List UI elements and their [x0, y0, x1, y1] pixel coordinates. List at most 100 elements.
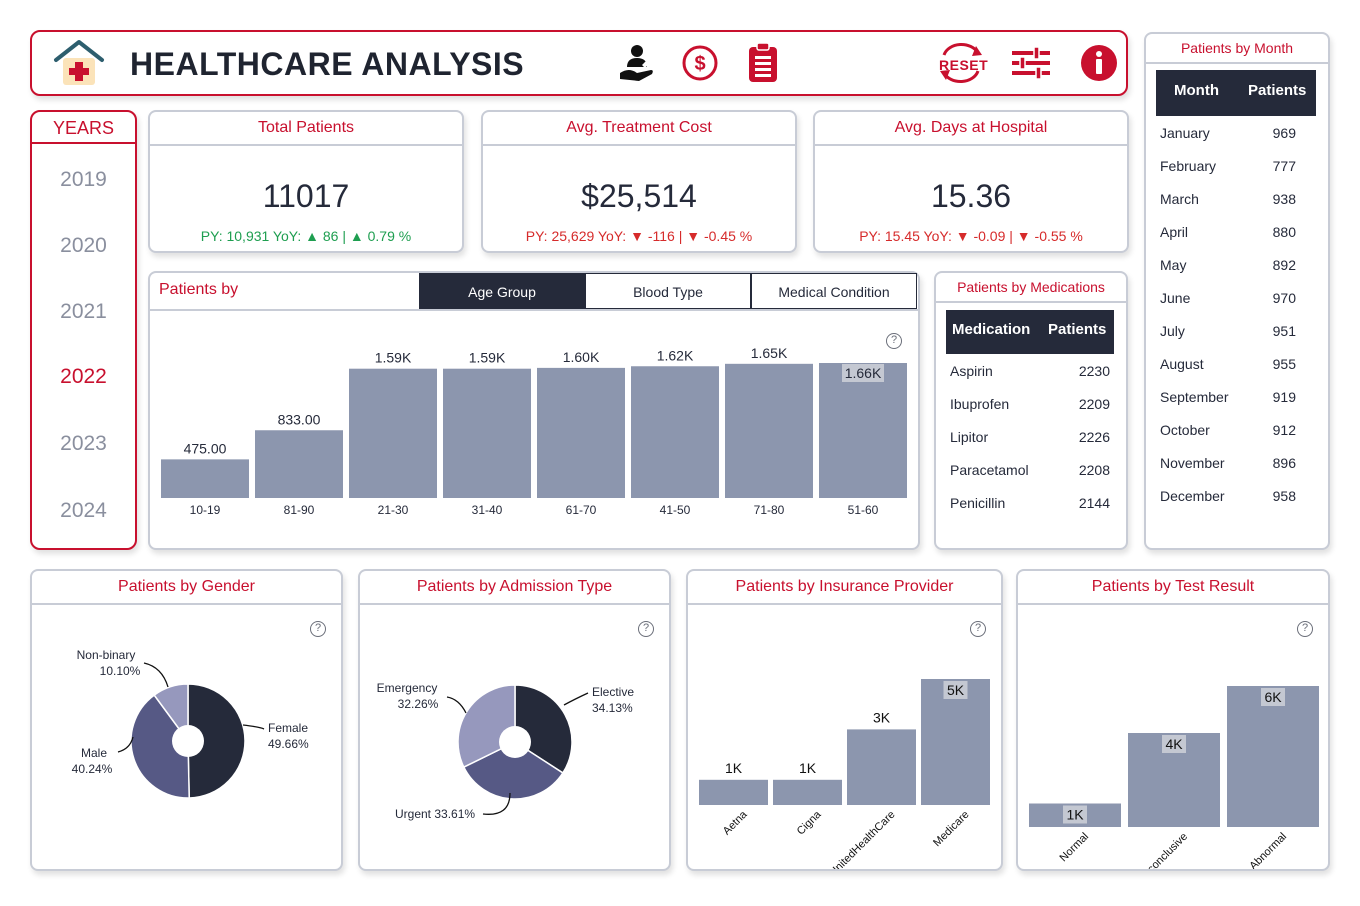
bar-41-50[interactable]	[631, 366, 719, 498]
medication-row-name[interactable]: Lipitor	[950, 429, 989, 445]
bar-value-label: 1.59K	[375, 350, 412, 366]
help-icon[interactable]: ?	[970, 621, 986, 637]
patient-care-icon[interactable]	[616, 42, 658, 84]
bar-UnitedHealthCare[interactable]	[847, 729, 916, 805]
medication-row-name[interactable]: Paracetamol	[950, 462, 1029, 478]
info-icon[interactable]	[1078, 42, 1120, 84]
medication-row-value: 2226	[1078, 429, 1110, 445]
month-row-name[interactable]: September	[1160, 389, 1229, 405]
month-row-value: 969	[1272, 125, 1296, 141]
insurance-title: Patients by Insurance Provider	[688, 571, 1001, 605]
help-icon[interactable]: ?	[310, 621, 326, 637]
bar-61-70[interactable]	[537, 367, 625, 498]
bar-Medicare[interactable]	[921, 679, 990, 805]
bar-value-label: 4K	[1165, 736, 1183, 752]
filter-sliders-icon[interactable]	[1010, 42, 1052, 84]
medication-row-value: 2230	[1078, 363, 1110, 379]
dollar-icon[interactable]: $	[679, 42, 721, 84]
month-row-value: 880	[1272, 224, 1296, 240]
slice-name-label: Emergency	[377, 681, 438, 695]
bar-Abnormal[interactable]	[1227, 686, 1319, 827]
month-row-name[interactable]: June	[1160, 290, 1191, 306]
month-row-name[interactable]: November	[1160, 455, 1225, 471]
slice-male[interactable]	[130, 694, 190, 799]
slice-value-label: 40.24%	[72, 762, 113, 776]
x-tick-label: 10-19	[190, 503, 221, 517]
year-2024[interactable]: 2024	[60, 499, 107, 522]
medication-row-value: 2209	[1078, 396, 1110, 412]
bar-21-30[interactable]	[349, 368, 437, 498]
month-row-name[interactable]: July	[1160, 323, 1185, 339]
bar-value-label: 1K	[799, 760, 817, 776]
month-row-name[interactable]: February	[1160, 158, 1217, 174]
admission-donut-chart: Elective 34.13% Urgent 33.61% Emergency 32.2…	[377, 681, 635, 821]
kpi-yoy: PY: 15.45 YoY: ▼ -0.09 | ▼ -0.55 %	[859, 228, 1083, 244]
bar-10-19[interactable]	[161, 459, 249, 498]
year-2022[interactable]: 2022	[60, 365, 107, 388]
kpi-title: Avg. Treatment Cost	[483, 112, 795, 146]
bar-label-bg	[1261, 688, 1285, 706]
month-row-name[interactable]: December	[1160, 488, 1225, 504]
bar-Cigna[interactable]	[773, 779, 842, 805]
gender-donut-chart: Female 49.66% Male 40.24% Non-binary 10.10%	[72, 648, 309, 799]
month-row-value: 951	[1272, 323, 1296, 339]
year-2021[interactable]: 2021	[60, 300, 107, 323]
tab-age-group[interactable]: Age Group	[419, 273, 585, 309]
month-row-name[interactable]: May	[1160, 257, 1187, 273]
month-row-name[interactable]: April	[1160, 224, 1189, 240]
x-tick-label: Abnormal	[1247, 831, 1289, 869]
slice-name-label: Female	[268, 721, 308, 735]
bar-31-40[interactable]	[443, 368, 531, 498]
leader-line	[482, 792, 511, 815]
month-row-value: 896	[1272, 455, 1296, 471]
bar-71-80[interactable]	[725, 363, 813, 498]
leader-line	[563, 692, 589, 706]
bar-51-60[interactable]	[819, 363, 907, 498]
month-row-name[interactable]: October	[1160, 422, 1210, 438]
x-tick-label: Aetna	[721, 808, 750, 837]
bar-value-label: 1.62K	[657, 347, 694, 363]
bar-value-label: 475.00	[184, 440, 227, 456]
bar-81-90[interactable]	[255, 430, 343, 498]
leader-line	[117, 736, 134, 753]
age-group-bar-chart: 475.00 10-19 833.00 81-90 1.59K 21-30 1.59K 31-…	[161, 345, 907, 517]
bar-value-label: 3K	[873, 709, 891, 725]
slice-non-binary[interactable]	[153, 683, 189, 744]
month-row-name[interactable]: March	[1160, 191, 1199, 207]
col-patients: Patients	[1048, 321, 1107, 338]
help-icon[interactable]: ?	[886, 333, 902, 349]
year-2023[interactable]: 2023	[60, 432, 107, 455]
bar-value-label: 1.59K	[469, 350, 506, 366]
slice-label: Urgent 33.61%	[395, 807, 475, 821]
medication-row-name[interactable]: Penicillin	[950, 495, 1006, 511]
year-2020[interactable]: 2020	[60, 234, 107, 257]
clipboard-icon[interactable]	[742, 42, 784, 84]
month-row-name[interactable]: August	[1160, 356, 1204, 372]
tab-blood-type[interactable]: Blood Type	[585, 273, 751, 309]
bar-label-bg	[842, 364, 884, 382]
x-tick-label: 61-70	[566, 503, 597, 517]
x-tick-label: 31-40	[472, 503, 503, 517]
slice-urgent[interactable]	[462, 741, 564, 800]
kpi-title: Total Patients	[150, 112, 462, 146]
bar-Aetna[interactable]	[699, 779, 768, 805]
help-icon[interactable]: ?	[638, 621, 654, 637]
help-icon[interactable]: ?	[1297, 621, 1313, 637]
year-2019[interactable]: 2019	[60, 168, 107, 191]
x-tick-label: Inconclusive	[1139, 831, 1190, 869]
tab-medical-condition[interactable]: Medical Condition	[751, 273, 917, 309]
slice-female[interactable]	[187, 683, 246, 799]
reset-button[interactable]: RESET	[936, 42, 988, 84]
insurance-bar-chart: 1K Aetna 1K Cigna 3K UnitedHealthCare 5K Medica…	[699, 679, 990, 869]
col-month: Month	[1174, 82, 1219, 99]
bar-value-label: 1.66K	[845, 365, 882, 381]
month-row-value: 955	[1272, 356, 1296, 372]
medication-row-name[interactable]: Aspirin	[950, 363, 993, 379]
kpi-title: Avg. Days at Hospital	[815, 112, 1127, 146]
patients-by-tabs: Age Group Blood Type Medical Condition	[419, 273, 917, 309]
month-row-name[interactable]: January	[1160, 125, 1210, 141]
x-tick-label: 51-60	[848, 503, 879, 517]
medications-title: Patients by Medications	[936, 273, 1126, 303]
months-title: Patients by Month	[1146, 34, 1328, 64]
medication-row-name[interactable]: Ibuprofen	[950, 396, 1010, 412]
